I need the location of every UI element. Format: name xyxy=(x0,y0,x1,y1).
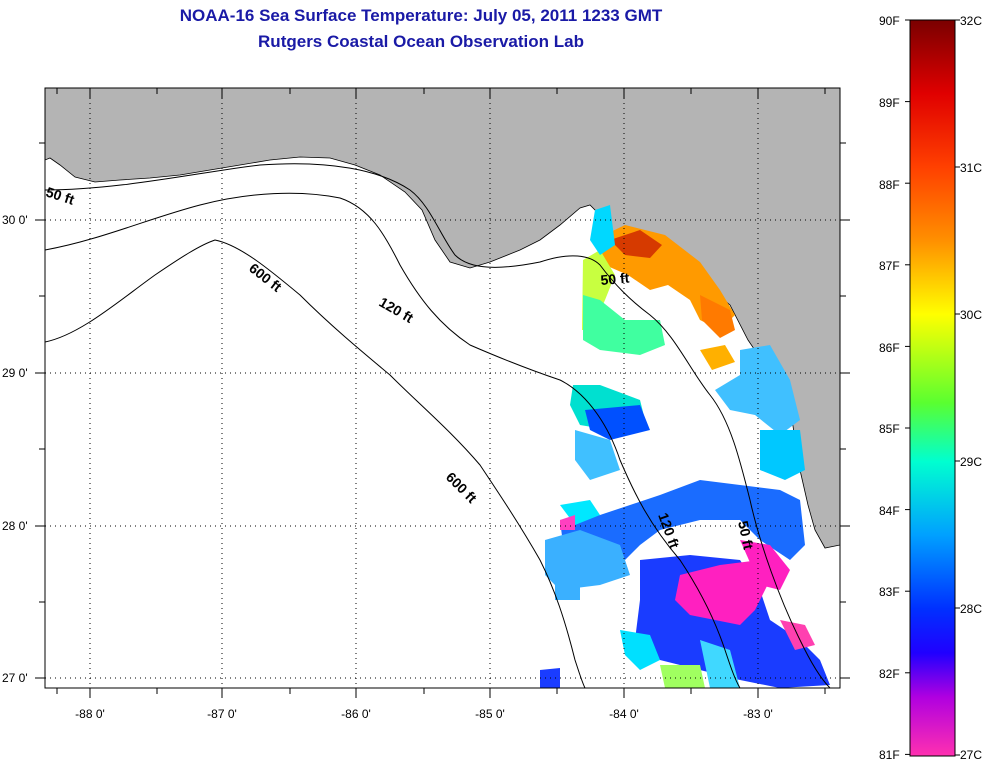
colorbar-c-label: 32C xyxy=(960,14,983,28)
colorbar-f-label: 86F xyxy=(879,341,900,355)
colorbar-f-label: 81F xyxy=(879,748,900,762)
colorbar-c-label: 30C xyxy=(960,308,983,322)
bathymetry-contours xyxy=(45,163,831,688)
sst-data xyxy=(540,205,830,688)
colorbar-f-label: 82F xyxy=(879,667,900,681)
colorbar-f-label: 85F xyxy=(879,422,900,436)
contour-label: 50 ft xyxy=(600,270,630,288)
colorbar-c-label: 29C xyxy=(960,455,983,469)
colorbar-f-label: 83F xyxy=(879,585,900,599)
lon-tick-label: -85 0' xyxy=(475,707,505,721)
colorbar-ticks xyxy=(905,19,960,756)
lon-tick-label: -83 0' xyxy=(743,707,773,721)
colorbar-f-label: 87F xyxy=(879,259,900,273)
colorbar-c-label: 31C xyxy=(960,161,983,175)
graticule xyxy=(45,88,840,688)
map-frame xyxy=(44,87,841,689)
lon-tick-label: -88 0' xyxy=(75,707,105,721)
colorbar-f-label: 88F xyxy=(879,178,900,192)
colorbar-c-label: 27C xyxy=(960,748,983,762)
contour-label: 50 ft xyxy=(735,519,757,551)
lon-tick-label: -86 0' xyxy=(341,707,371,721)
colorbar-f-label: 89F xyxy=(879,96,900,110)
lat-tick-label: 30 0' xyxy=(2,213,28,227)
lon-tick-label: -87 0' xyxy=(207,707,237,721)
map-subtitle: Rutgers Coastal Ocean Observation Lab xyxy=(258,32,584,51)
lon-tick-label: -84 0' xyxy=(609,707,639,721)
axis-ticks xyxy=(35,88,850,698)
lat-tick-label: 29 0' xyxy=(2,366,28,380)
lat-tick-label: 27 0' xyxy=(2,671,28,685)
colorbar-c-label: 28C xyxy=(960,602,983,616)
map-title: NOAA-16 Sea Surface Temperature: July 05… xyxy=(179,6,663,25)
colorbar-f-label: 84F xyxy=(879,504,900,518)
lat-tick-label: 28 0' xyxy=(2,519,28,533)
land-mass xyxy=(45,88,840,549)
colorbar xyxy=(909,19,956,757)
colorbar-f-label: 90F xyxy=(879,14,900,28)
